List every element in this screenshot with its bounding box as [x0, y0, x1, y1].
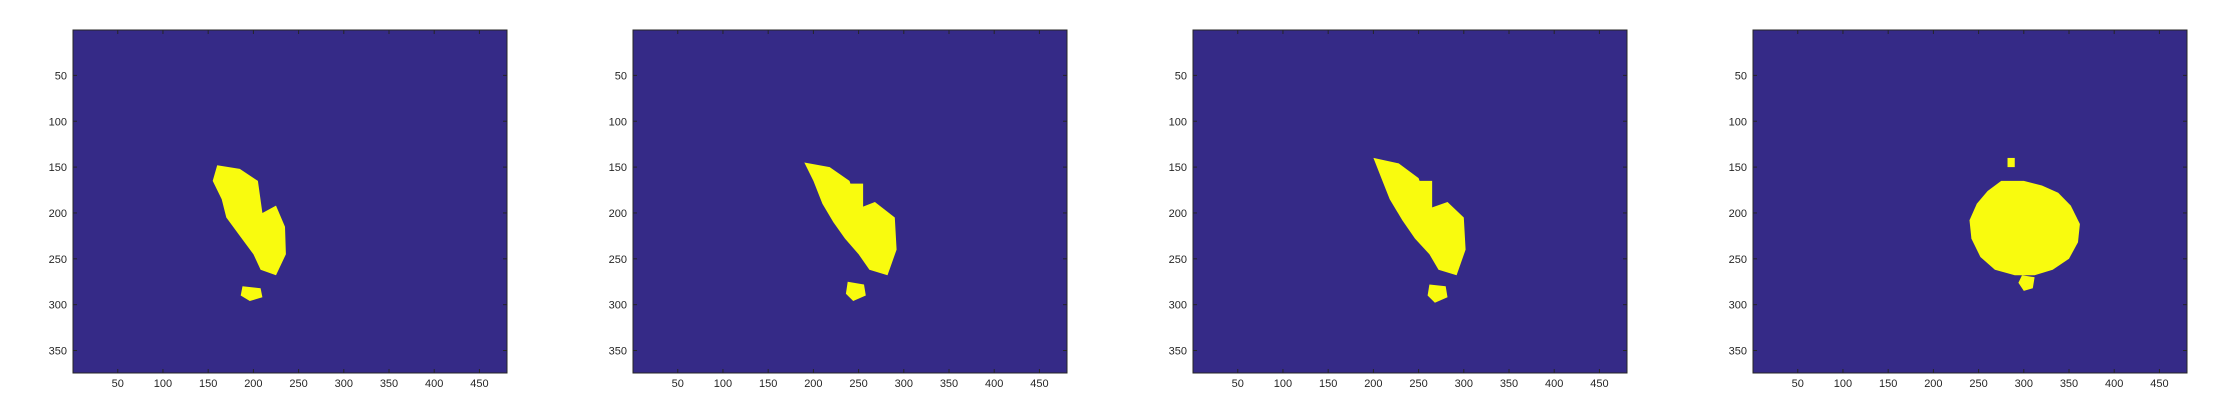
foreground-region: [1416, 180, 1433, 232]
x-tick-label: 100: [1834, 378, 1852, 390]
x-tick-label: 50: [1792, 378, 1804, 390]
axes-frame: [72, 29, 508, 374]
x-tick-label: 400: [1545, 378, 1563, 390]
x-tick-label: 250: [289, 378, 307, 390]
foreground-region: [244, 185, 258, 236]
y-tick-label: 100: [1169, 116, 1187, 128]
x-tick-label: 50: [672, 378, 684, 390]
axes-frame: [632, 29, 1068, 374]
y-tick-label: 250: [1169, 254, 1187, 266]
heatmap-background: [1753, 30, 2187, 373]
x-tick-label: 50: [112, 378, 124, 390]
foreground-region: [240, 286, 263, 301]
x-tick-label: 400: [985, 378, 1003, 390]
y-tick-label: 150: [1169, 162, 1187, 174]
x-tick-label: 100: [714, 378, 732, 390]
x-tick-label: 300: [895, 378, 913, 390]
x-tick-label: 200: [1364, 378, 1382, 390]
y-tick-label: 300: [1729, 300, 1747, 312]
y-tick-label: 50: [1175, 70, 1187, 82]
y-tick-label: 200: [1729, 208, 1747, 220]
x-tick-label: 450: [1590, 378, 1608, 390]
x-tick-label: 450: [1030, 378, 1048, 390]
x-tick-label: 50: [1232, 378, 1244, 390]
y-tick-label: 200: [1169, 208, 1187, 220]
x-tick-label: 250: [849, 378, 867, 390]
y-tick-label: 50: [615, 70, 627, 82]
x-tick-label: 300: [2015, 378, 2033, 390]
x-tick-label: 350: [940, 378, 958, 390]
x-tick-label: 100: [154, 378, 172, 390]
x-tick-label: 150: [759, 378, 777, 390]
y-tick-label: 50: [1735, 70, 1747, 82]
y-tick-label: 150: [1729, 162, 1747, 174]
x-tick-label: 200: [1924, 378, 1942, 390]
foreground-region: [847, 183, 864, 234]
panel-2: 50 100 150 200 250 300 350 400 450 50 100 150 200 250…: [609, 29, 1068, 390]
x-tick-label: 450: [470, 378, 488, 390]
x-tick-label: 150: [199, 378, 217, 390]
y-tick-label: 200: [609, 208, 627, 220]
axes-frame: [1752, 29, 2188, 374]
y-tick-label: 150: [609, 162, 627, 174]
y-tick-label: 200: [49, 208, 67, 220]
panel-4: 50 100 150 200 250 300 350 400 450 50 100 150 200 250…: [1729, 29, 2188, 390]
x-tick-label: 200: [804, 378, 822, 390]
panel-1: 50 100 150 200 250 300 350 400 450 50 100 150 200 250…: [49, 29, 508, 390]
x-tick-label: 400: [2105, 378, 2123, 390]
x-tick-label: 150: [1319, 378, 1337, 390]
y-tick-label: 100: [609, 116, 627, 128]
y-tick-label: 300: [1169, 300, 1187, 312]
foreground-region: [1969, 180, 2080, 276]
x-tick-label: 150: [1879, 378, 1897, 390]
y-tick-label: 250: [1729, 254, 1747, 266]
y-tick-label: 300: [609, 300, 627, 312]
axes-frame: [1192, 29, 1628, 374]
panel-3: 50 100 150 200 250 300 350 400 450 50 100 150 200 250…: [1169, 29, 1628, 390]
x-tick-label: 350: [380, 378, 398, 390]
x-tick-label: 350: [1500, 378, 1518, 390]
x-tick-label: 450: [2150, 378, 2168, 390]
y-tick-label: 300: [49, 300, 67, 312]
x-tick-label: 250: [1969, 378, 1987, 390]
y-tick-label: 50: [55, 70, 67, 82]
foreground-region: [2007, 157, 2015, 168]
heatmap-background: [73, 30, 507, 373]
y-tick-label: 350: [609, 346, 627, 358]
y-tick-label: 350: [49, 346, 67, 358]
x-tick-label: 300: [1455, 378, 1473, 390]
x-tick-label: 350: [2060, 378, 2078, 390]
y-tick-label: 100: [49, 116, 67, 128]
y-tick-label: 250: [49, 254, 67, 266]
y-tick-label: 150: [49, 162, 67, 174]
x-tick-label: 200: [244, 378, 262, 390]
x-tick-label: 100: [1274, 378, 1292, 390]
x-tick-label: 300: [335, 378, 353, 390]
y-tick-label: 350: [1729, 346, 1747, 358]
x-tick-label: 250: [1409, 378, 1427, 390]
x-tick-label: 400: [425, 378, 443, 390]
y-tick-label: 250: [609, 254, 627, 266]
foreground-region: [1427, 284, 1448, 303]
y-tick-label: 100: [1729, 116, 1747, 128]
foreground-region: [845, 281, 866, 301]
y-tick-label: 350: [1169, 346, 1187, 358]
foreground-region: [2018, 275, 2035, 291]
